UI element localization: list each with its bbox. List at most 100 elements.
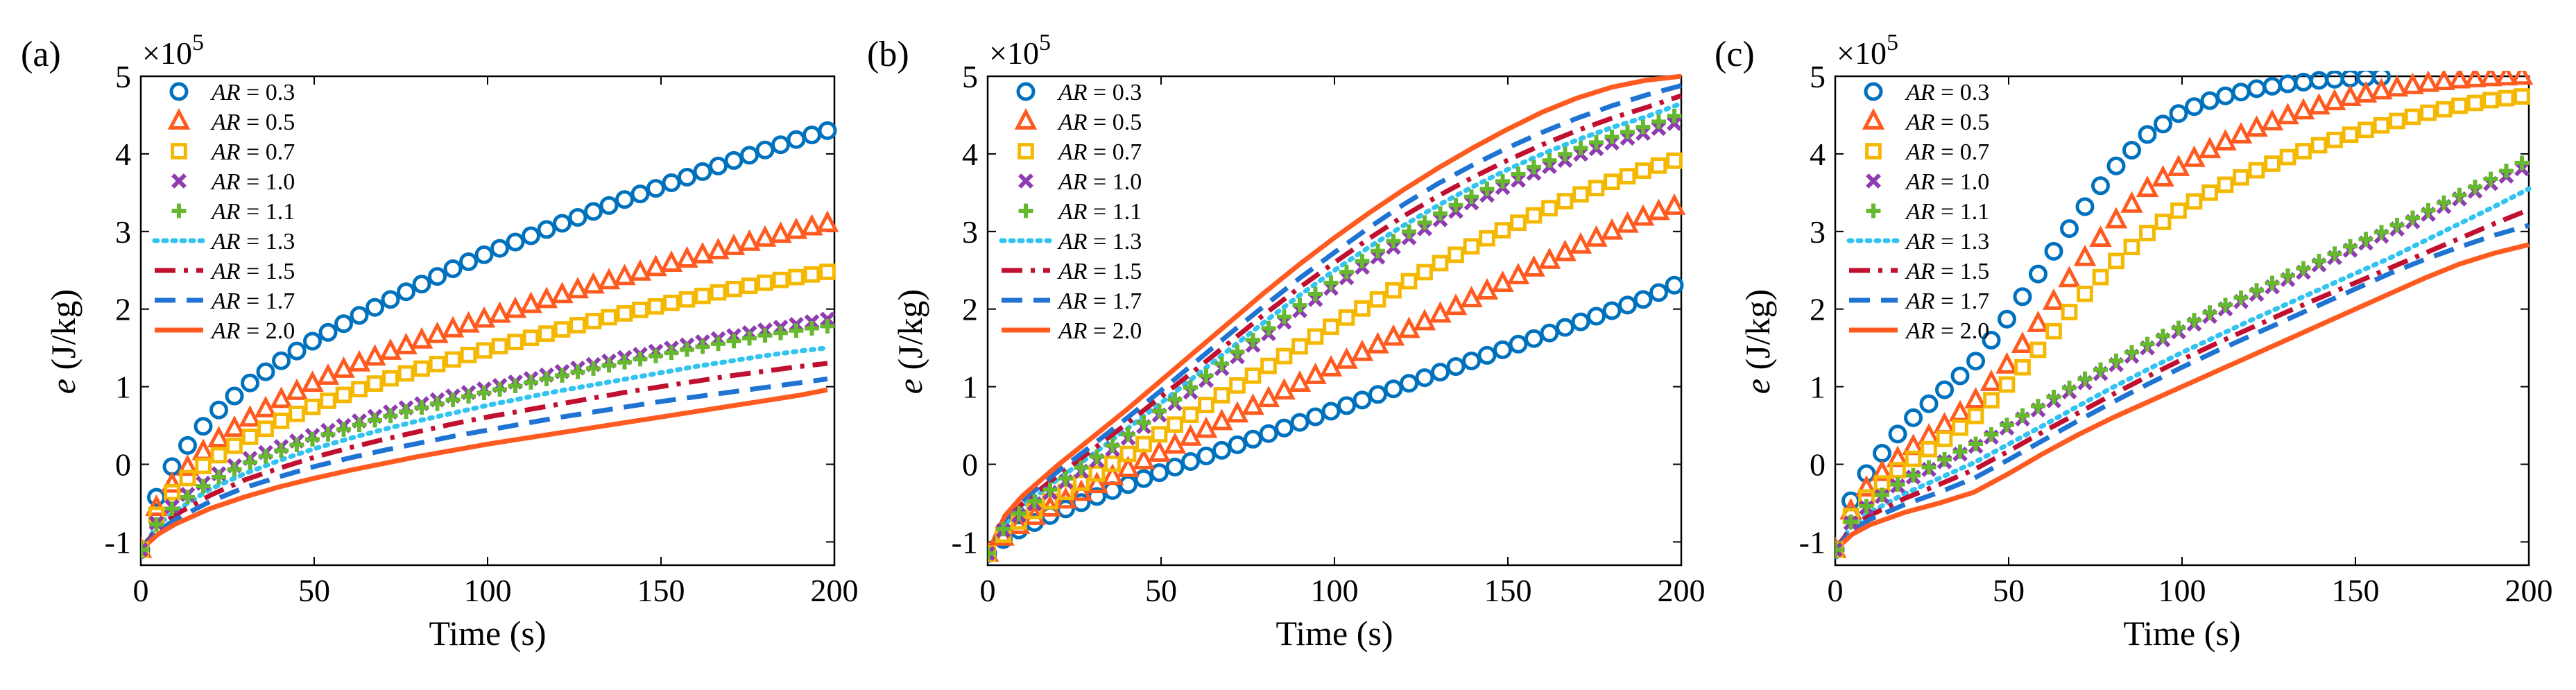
- data-point: [585, 313, 602, 329]
- legend-item: AR = 0.7: [171, 139, 295, 165]
- data-point: [1074, 460, 1089, 475]
- data-point: [1151, 426, 1168, 443]
- data-point: [707, 237, 730, 259]
- data-point: [2437, 195, 2451, 210]
- legend-label: AR = 1.0: [1905, 169, 1989, 195]
- legend-label-value: = 0.7: [241, 139, 295, 165]
- data-point: [164, 483, 180, 501]
- y-axis-label-unit: (J/kg): [44, 289, 83, 379]
- legend-label: AR = 2.0: [1905, 318, 1989, 344]
- series-ar1.1: [141, 318, 835, 558]
- series-ar1.5: [1835, 207, 2530, 551]
- data-point: [613, 264, 636, 286]
- legend-label: AR = 1.0: [210, 169, 295, 195]
- data-point: [1152, 404, 1167, 419]
- data-point: [2339, 84, 2362, 106]
- data-point: [1983, 392, 2000, 409]
- data-point: [2326, 131, 2343, 148]
- data-point: [410, 327, 433, 349]
- data-point: [1604, 129, 1620, 144]
- data-point: [1291, 338, 1308, 355]
- series-ar0.7: [988, 152, 1683, 562]
- data-point: [1919, 394, 1939, 413]
- data-point: [597, 268, 621, 290]
- data-point: [725, 280, 742, 297]
- y-tick-label: 3: [115, 214, 131, 250]
- data-point: [724, 150, 744, 170]
- legend-label: AR = 1.0: [1057, 169, 1142, 195]
- data-point: [2468, 180, 2482, 195]
- data-point: [2186, 193, 2203, 210]
- x-tick-label: 0: [980, 573, 996, 608]
- data-point: [1460, 286, 1483, 308]
- y-tick-label: 3: [1810, 214, 1826, 250]
- data-point: [2354, 80, 2378, 103]
- x-tick-label: 50: [1145, 573, 1177, 608]
- data-point: [769, 221, 792, 243]
- y-tick-label: 1: [1810, 370, 1826, 405]
- series-ar1.3: [1835, 186, 2532, 553]
- y-axis-label-unit: (J/kg): [1738, 289, 1777, 379]
- series-ar0.3: [1835, 71, 2391, 560]
- data-point: [2124, 345, 2139, 360]
- legend-label-ar: AR: [1905, 110, 1935, 135]
- data-point: [1651, 114, 1666, 129]
- data-point: [2154, 214, 2172, 230]
- x-tick-label: 200: [811, 573, 859, 608]
- series-ar1.3: [141, 345, 830, 553]
- data-point: [491, 338, 508, 355]
- data-point: [1522, 255, 1545, 277]
- data-point: [800, 214, 823, 236]
- data-point: [1666, 152, 1683, 169]
- data-point: [180, 490, 195, 505]
- data-point: [1633, 290, 1653, 309]
- legend-label-value: = 1.5: [241, 259, 295, 284]
- y-tick-label: 0: [115, 447, 131, 483]
- legend-label-value: = 0.3: [1088, 80, 1142, 105]
- data-point: [802, 126, 821, 145]
- data-point: [2233, 169, 2249, 186]
- data-point: [2077, 285, 2093, 302]
- legend-item: AR = 0.5: [167, 107, 295, 135]
- legend-label-ar: AR: [1905, 259, 1935, 284]
- data-point: [1385, 282, 1402, 299]
- y-tick-label: 4: [962, 137, 978, 172]
- data-point: [1088, 465, 1106, 482]
- data-point: [726, 334, 741, 349]
- data-point: [1448, 246, 1464, 264]
- data-point: [508, 379, 523, 393]
- data-point: [2514, 155, 2530, 171]
- data-point: [691, 241, 714, 264]
- data-point: [2432, 71, 2455, 90]
- data-point: [1855, 475, 1878, 497]
- data-point: [1538, 247, 1561, 269]
- data-point: [1288, 370, 1312, 392]
- data-point: [429, 356, 446, 372]
- data-point: [1889, 462, 1906, 478]
- data-point: [2075, 197, 2095, 216]
- legend-label-value: = 0.5: [1935, 110, 1990, 135]
- y-tick-label: 4: [1810, 137, 1826, 172]
- legend-label-ar: AR: [210, 318, 241, 344]
- data-point: [2370, 78, 2393, 100]
- data-point: [443, 259, 463, 279]
- data-point: [539, 371, 554, 386]
- y-tick-label: 2: [1810, 292, 1826, 327]
- data-point: [1477, 345, 1497, 365]
- data-point: [2404, 108, 2421, 126]
- legend-label-value: = 2.0: [1935, 318, 1990, 344]
- data-point: [2452, 187, 2467, 202]
- data-point: [1966, 352, 1985, 371]
- data-point: [2495, 71, 2518, 86]
- data-point: [1167, 392, 1183, 407]
- data-point: [1618, 295, 1637, 315]
- data-point: [1569, 232, 1592, 254]
- data-point: [1429, 301, 1452, 323]
- data-point: [694, 287, 711, 304]
- data-point: [178, 435, 197, 455]
- data-point: [816, 210, 839, 232]
- legend-label: AR = 1.7: [210, 288, 295, 314]
- data-point: [1556, 193, 1574, 210]
- data-point: [2312, 253, 2326, 268]
- data-point: [2156, 329, 2170, 343]
